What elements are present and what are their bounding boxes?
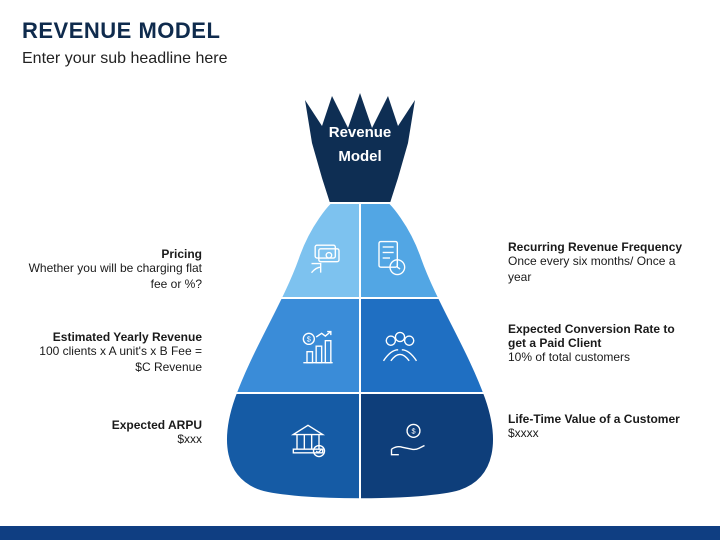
- svg-text:$: $: [307, 335, 311, 344]
- footer-bar: [0, 526, 720, 540]
- handcoin-icon: $: [386, 418, 430, 462]
- money-bag-diagram: Revenue Model $ $: [200, 88, 520, 508]
- bag-label-line1: Revenue: [329, 124, 392, 141]
- svg-text:$: $: [411, 427, 415, 436]
- callout-revenue: Estimated Yearly Revenue 100 clients x A…: [22, 330, 202, 375]
- invoice-icon: [368, 236, 412, 280]
- page-title: REVENUE MODEL: [22, 18, 220, 44]
- bag-label-line2: Model: [338, 148, 381, 165]
- callout-conversion: Expected Conversion Rate to get a Paid C…: [508, 322, 688, 366]
- callout-pricing: Pricing Whether you will be charging fla…: [22, 247, 202, 292]
- callout-arpu: Expected ARPU $xxx: [22, 418, 202, 448]
- bag-center-label: Revenue Model: [300, 121, 420, 169]
- team-icon: [378, 326, 422, 370]
- cash-icon: [306, 236, 350, 280]
- callout-recurring: Recurring Revenue Frequency Once every s…: [508, 240, 688, 285]
- growth-icon: $: [296, 326, 340, 370]
- page-subtitle: Enter your sub headline here: [22, 50, 227, 68]
- bank-icon: [286, 418, 330, 462]
- callout-ltv: Life-Time Value of a Customer $xxxx: [508, 412, 688, 442]
